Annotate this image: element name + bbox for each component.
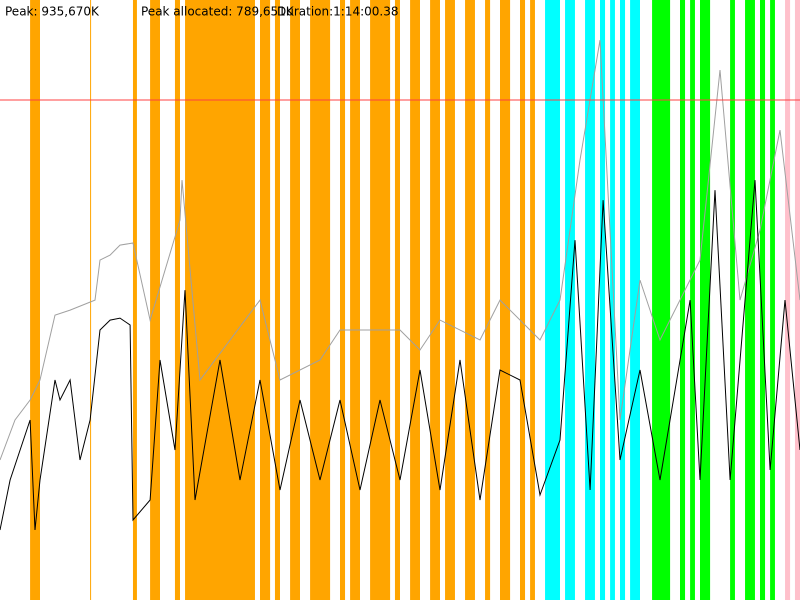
phase-band [745,0,755,600]
lines [0,40,800,531]
phase-band [174,0,180,600]
phase-band [410,0,420,600]
phase-band [465,0,475,600]
phase-band [545,0,560,600]
phase-band [30,0,40,600]
phase-band [185,0,255,600]
phase-band [700,0,711,600]
phase-band [430,0,440,600]
phase-band [132,0,137,600]
phase-band [630,0,640,600]
phase-band [565,0,575,600]
phase-band [585,0,595,600]
phase-band [500,0,511,600]
phase-band [600,0,606,600]
bands [30,0,800,600]
phase-band [785,0,791,600]
peak-allocated-text: Peak allocated: 789,651K [141,5,295,19]
phase-band [680,0,686,600]
duration-text: Duration:1:14:00.38 [277,5,399,19]
phase-band [90,0,92,600]
phase-band [520,0,526,600]
series-line [0,40,800,461]
series-line [0,180,800,531]
phase-band [350,0,360,600]
phase-band [150,0,160,600]
phase-band [794,0,800,600]
phase-band [760,0,766,600]
phase-band [620,0,626,600]
phase-band [274,0,280,600]
phase-band [770,0,775,600]
phase-band [690,0,695,600]
phase-band [370,0,391,600]
phase-band [260,0,271,600]
peak-text: Peak: 935,670K [5,5,100,19]
phase-band [310,0,331,600]
phase-band [610,0,615,600]
phase-band [445,0,455,600]
phase-band [290,0,300,600]
phase-band [530,0,535,600]
phase-band [652,0,671,600]
phase-band [394,0,400,600]
phase-band [730,0,735,600]
phase-band [485,0,491,600]
phase-band [340,0,346,600]
